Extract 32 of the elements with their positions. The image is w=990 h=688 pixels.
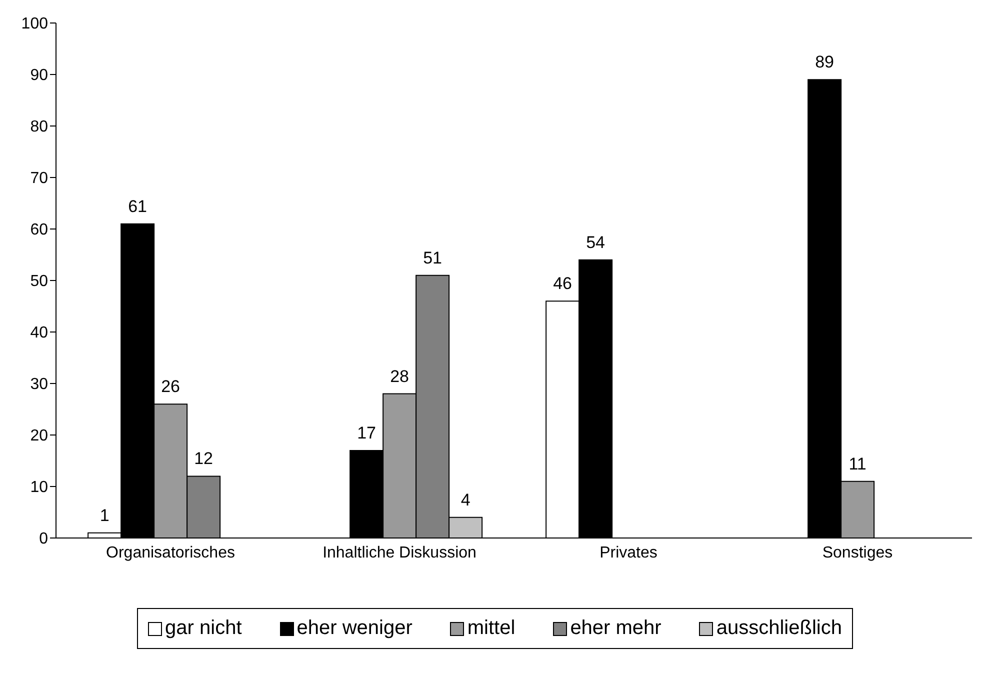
data-label: 12 [194, 449, 214, 468]
y-tick-label: 50 [30, 273, 48, 290]
legend-label: eher mehr [570, 617, 662, 640]
y-tick-label: 0 [39, 530, 48, 548]
y-tick-label: 10 [30, 479, 48, 496]
data-label: 28 [390, 366, 410, 386]
x-tick-label: Organisatorisches [106, 544, 235, 562]
y-tick-label: 100 [21, 16, 48, 33]
y-tick-label: 70 [30, 170, 48, 188]
data-label: 4 [460, 490, 470, 510]
y-tick-label: 40 [30, 324, 48, 342]
data-label: 54 [586, 232, 606, 252]
legend-label: gar nicht [165, 617, 242, 640]
data-label: 1 [100, 506, 110, 525]
y-tick-label: 90 [30, 67, 48, 84]
legend-label: mittel [467, 617, 516, 640]
data-label: 11 [848, 454, 866, 474]
y-tick-label: 60 [30, 222, 48, 239]
legend-label: ausschließlich [716, 617, 842, 640]
y-tick-label: 20 [30, 428, 48, 445]
y-tick-label: 80 [30, 118, 48, 136]
x-tick-label: Privates [600, 544, 658, 562]
data-label: 17 [357, 423, 376, 442]
legend-label: eher weniger [296, 617, 412, 640]
data-label: 61 [128, 196, 148, 216]
x-tick-label: Sonstiges [822, 544, 893, 562]
x-tick-label: Inhaltliche Diskussion [322, 544, 476, 562]
data-label: 26 [161, 377, 180, 396]
data-label: 89 [815, 52, 834, 72]
data-label: 51 [423, 248, 442, 268]
y-tick-label: 30 [30, 376, 48, 394]
data-label: 46 [553, 274, 572, 294]
